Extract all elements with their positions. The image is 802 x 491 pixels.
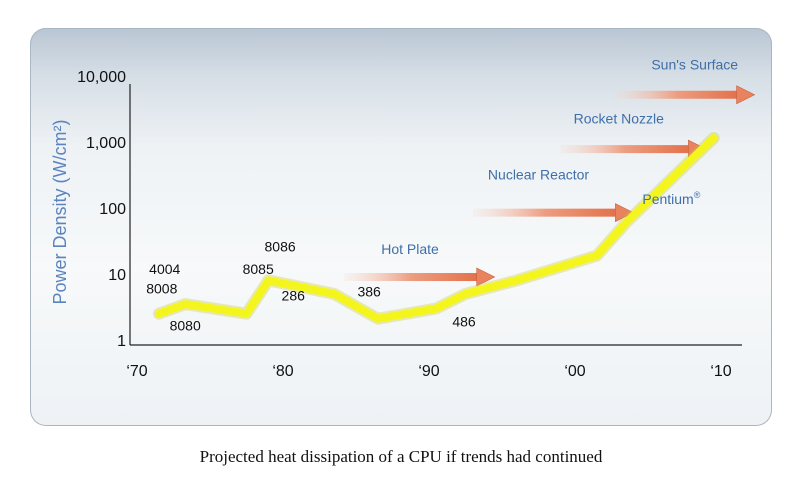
x-tick-label: ‘80 (272, 363, 293, 380)
y-tick-label: 10,000 (77, 69, 126, 86)
series-point (624, 220, 629, 225)
series-point (266, 278, 271, 283)
x-tick-label: ‘10 (710, 363, 731, 380)
chip-label: 4004 (149, 261, 180, 277)
series-point (375, 316, 380, 321)
series-point (463, 291, 468, 296)
comparison-arrow (560, 139, 708, 159)
chip-label: Pentium® (642, 190, 700, 207)
comparison-label: Rocket Nozzle (574, 111, 664, 127)
y-tick-label: 1,000 (86, 135, 126, 152)
series-point (594, 253, 599, 258)
figure-caption: Projected heat dissipation of a CPU if t… (199, 447, 603, 466)
series-point (332, 291, 337, 296)
series-point (156, 311, 161, 316)
chip-label: 8085 (243, 261, 274, 277)
chip-label: 8080 (170, 317, 201, 333)
chip-label: 8008 (146, 280, 177, 296)
chip-label: 8086 (265, 238, 296, 254)
x-tick-label: ‘70 (126, 363, 147, 380)
chip-label: 486 (452, 314, 476, 330)
comparison-label: Hot Plate (381, 241, 439, 257)
comparison-label: Nuclear Reactor (488, 167, 589, 183)
y-tick-label: 1 (117, 333, 126, 350)
chip-label: 286 (282, 287, 306, 303)
x-tick-label: ‘90 (418, 363, 439, 380)
chip-label: 386 (357, 283, 381, 299)
series-point (183, 302, 188, 307)
y-tick-label: 10 (108, 267, 126, 284)
series-point (514, 278, 519, 283)
series-point (434, 306, 439, 311)
comparison-arrow (615, 85, 756, 105)
y-axis-label: Power Density (W/cm²) (50, 119, 70, 304)
comparison-arrow (344, 267, 496, 287)
comparison-label: Sun's Surface (651, 57, 738, 73)
series-point (244, 311, 249, 316)
x-tick-label: ‘00 (564, 363, 585, 380)
comparison-arrow (472, 203, 635, 223)
series-point (711, 135, 716, 140)
series-line (154, 134, 718, 323)
y-tick-label: 100 (99, 201, 126, 218)
series-line-shadow (152, 132, 720, 325)
